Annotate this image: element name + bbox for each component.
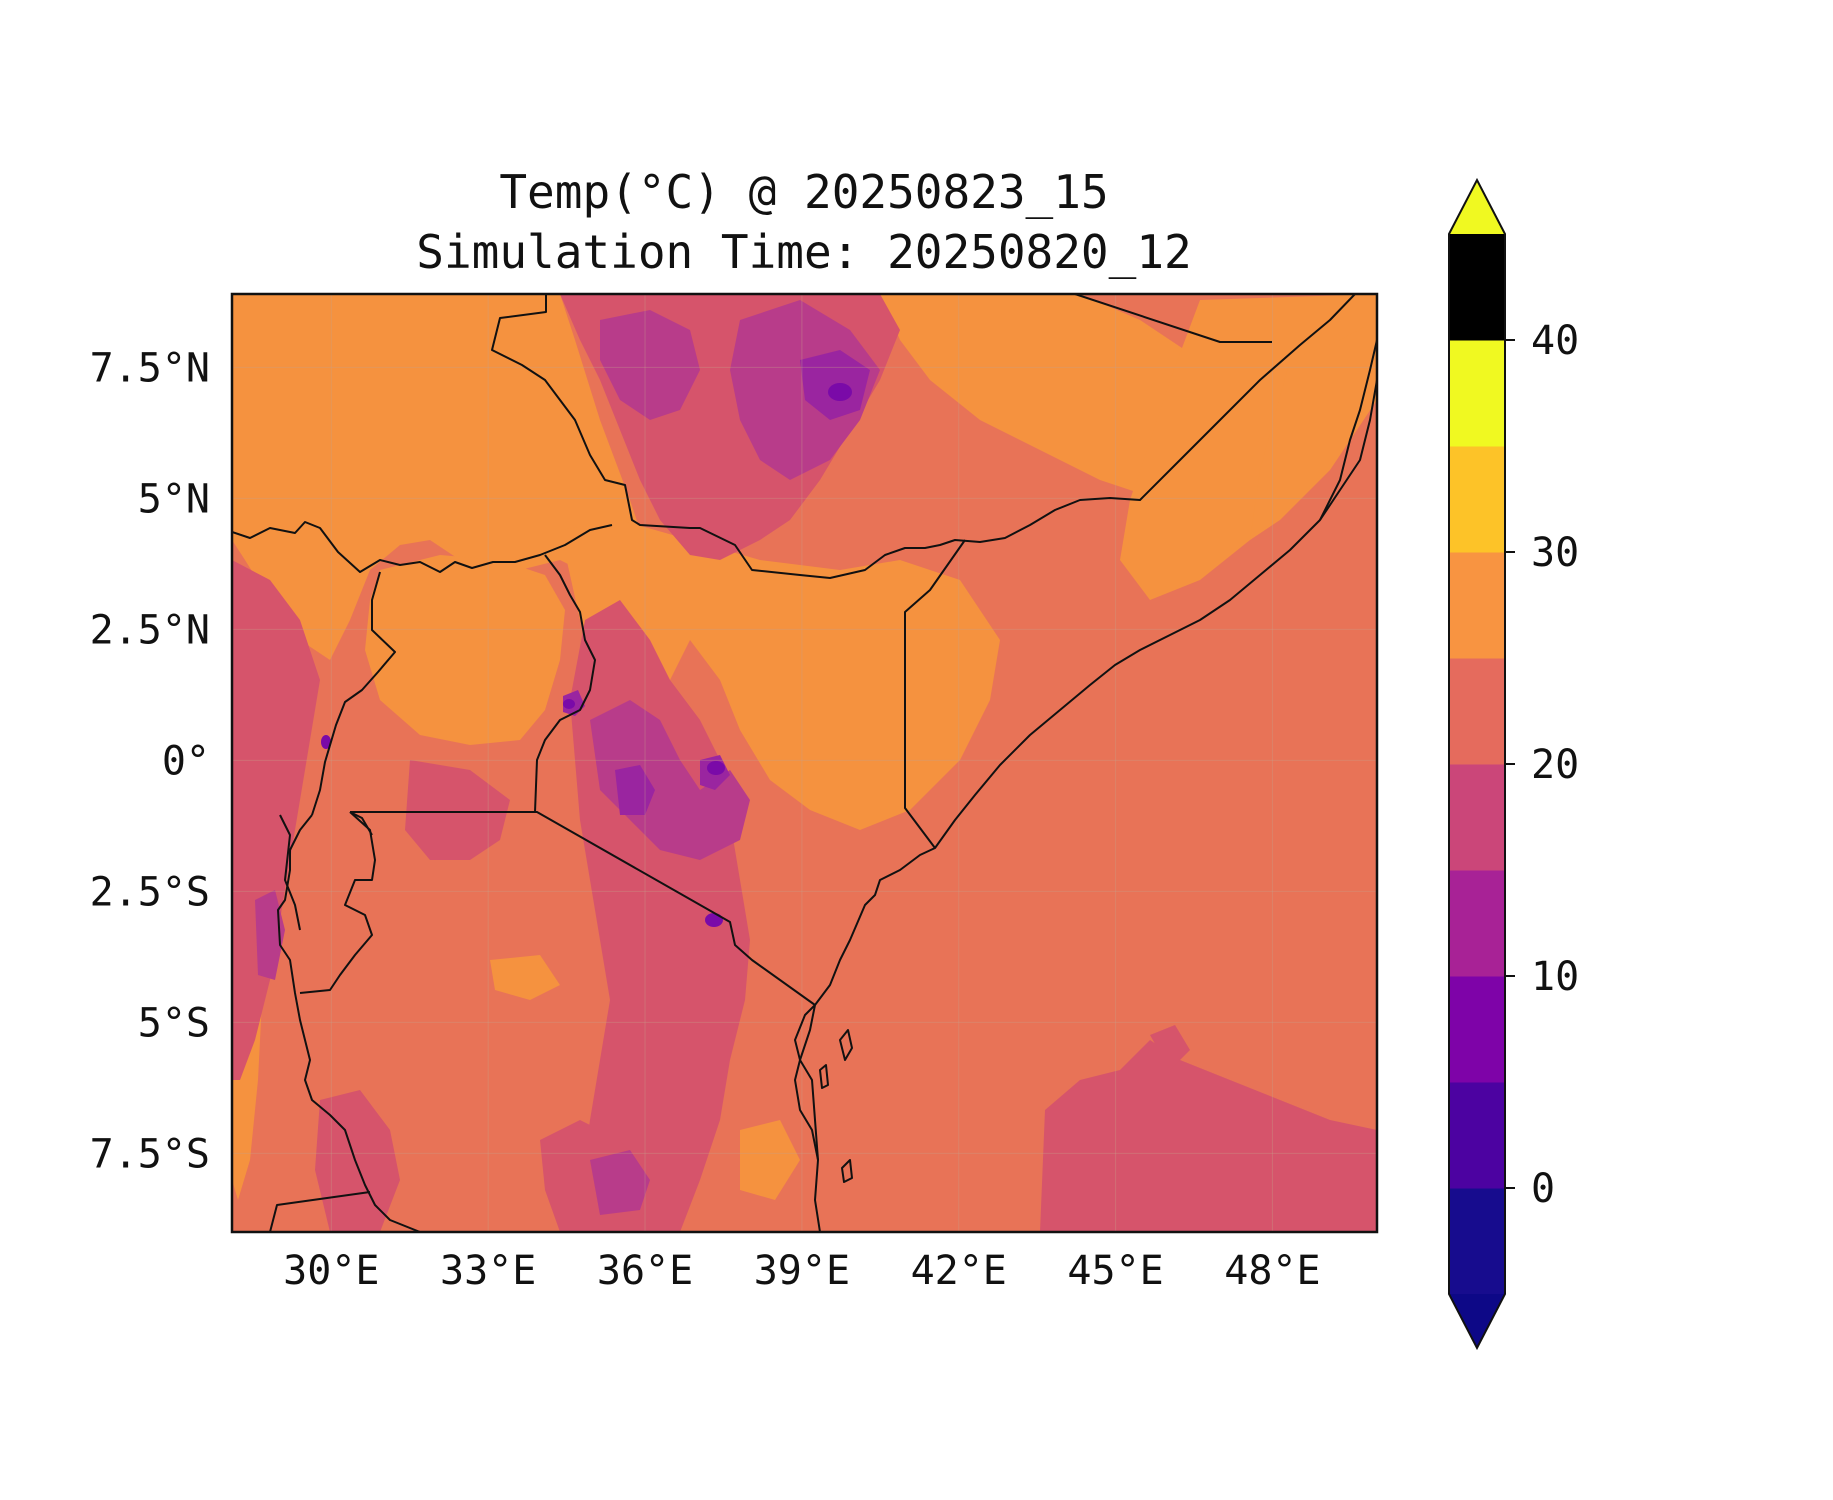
colorbar-tick-label: 20 <box>1531 742 1579 788</box>
colorbar-segment <box>1449 1082 1505 1189</box>
y-tick-label: 7.5°N <box>90 345 210 391</box>
x-tick-label: 39°E <box>754 1248 850 1294</box>
border-drc-uganda <box>311 571 396 816</box>
coastline-somalia-horn <box>1319 339 1377 521</box>
warm-region-east-coast-strip <box>1250 320 1377 540</box>
coldest-spot-mount-kenya <box>707 761 725 775</box>
colorbar: 0 10 20 30 40 <box>1448 177 1579 1351</box>
y-tick-label: 2.5°S <box>90 869 210 915</box>
cool-region-western-highlands <box>232 560 320 1080</box>
x-tick-label: 36°E <box>597 1248 693 1294</box>
colorbar-segment <box>1449 1188 1505 1295</box>
colorbar-tick-label: 0 <box>1531 1166 1555 1212</box>
colorbar-segment <box>1449 976 1505 1083</box>
colorbar-segment <box>1449 446 1505 553</box>
map-subtitle: Simulation Time: 20250820_12 <box>416 225 1191 279</box>
warm-region-uganda <box>365 555 565 745</box>
colorbar-tick-label: 30 <box>1531 530 1579 576</box>
map-gridlines <box>232 294 1377 1232</box>
coastline-tanzania <box>794 1004 819 1161</box>
border-tanzania-zambia <box>269 1191 371 1232</box>
lake-kivu-shore <box>279 814 301 931</box>
coldest-spot-elgon <box>563 699 575 709</box>
colorbar-under-arrow <box>1449 1294 1505 1348</box>
coldest-spot-kilimanjaro <box>705 913 723 927</box>
x-tick-label: 30°E <box>283 1248 379 1294</box>
country-borders <box>232 294 1377 1232</box>
y-axis: 7.5°N 5°N 2.5°N 0° 2.5°S 5°S 7.5°S <box>90 345 210 1177</box>
y-tick-label: 5°S <box>138 1000 210 1046</box>
cold-region-ethiopia-west <box>600 310 700 420</box>
colorbar-segment <box>1449 764 1505 871</box>
colorbar-over-arrow <box>1449 180 1505 234</box>
y-tick-label: 0° <box>162 738 210 784</box>
coastline-kenya-somalia <box>814 379 1377 1006</box>
temperature-field <box>232 294 1377 1232</box>
border-mozambique-tanzania <box>794 1004 821 1232</box>
zanzibar-island <box>839 1029 853 1061</box>
border-kenya-somalia <box>904 539 966 849</box>
colorbar-tick-label: 10 <box>1531 954 1579 1000</box>
map-title: Temp(°C) @ 20250823_15 <box>499 165 1108 219</box>
map-frame <box>230 292 1379 1234</box>
warm-region-tanzania-center <box>490 955 560 1000</box>
cool-region-south-east-ocean <box>1040 1040 1377 1232</box>
lake-victoria-south-shore <box>349 811 373 836</box>
cool-region-kilimanjaro-area <box>640 890 720 970</box>
border-lake-tanganyika-west <box>277 814 421 1232</box>
cold-region-kenya-highlands <box>590 700 750 860</box>
coldest-regions <box>321 383 852 927</box>
y-tick-label: 7.5°S <box>90 1131 210 1177</box>
colder-region-mount-kenya <box>615 765 655 815</box>
colorbar-segment <box>1449 340 1505 447</box>
coldest-spot-rwenzori <box>321 735 331 749</box>
border-south-sudan-uganda <box>232 521 613 573</box>
coldest-spot-ras-dashen <box>828 383 852 401</box>
x-axis: 30°E 33°E 36°E 39°E 42°E 45°E 48°E <box>283 1248 1320 1294</box>
colorbar-outline <box>1448 177 1506 1351</box>
colorbar-segment <box>1449 658 1505 765</box>
border-south-sudan-ethiopia <box>491 294 1356 579</box>
pemba-island <box>819 1064 829 1089</box>
warm-regions <box>232 294 1377 1200</box>
cold-region-southern-rift <box>590 1150 650 1215</box>
x-tick-label: 42°E <box>911 1248 1007 1294</box>
y-tick-label: 5°N <box>138 476 210 522</box>
x-tick-label: 33°E <box>440 1248 536 1294</box>
colorbar-segment <box>1449 552 1505 659</box>
warm-region-tanzania-south <box>740 1120 800 1200</box>
y-tick-label: 2.5°N <box>90 607 210 653</box>
border-uganda-kenya <box>534 554 596 813</box>
border-tanzania-north <box>350 811 816 1006</box>
colorbar-segment <box>1449 234 1505 341</box>
cool-region-ocean-patch <box>1150 1025 1190 1070</box>
warm-region-northern-kenya <box>560 520 1000 830</box>
x-tick-label: 45°E <box>1067 1248 1163 1294</box>
mafia-island <box>841 1159 853 1183</box>
colorbar-tick-label: 40 <box>1531 318 1579 364</box>
border-ethiopia-somalia-north <box>1074 294 1272 343</box>
border-rwanda-burundi <box>299 811 376 994</box>
warm-region-northwest <box>232 294 650 660</box>
colorbar-segment <box>1449 870 1505 977</box>
x-tick-label: 48°E <box>1224 1248 1320 1294</box>
cool-region-lake-victoria-west <box>405 760 510 860</box>
